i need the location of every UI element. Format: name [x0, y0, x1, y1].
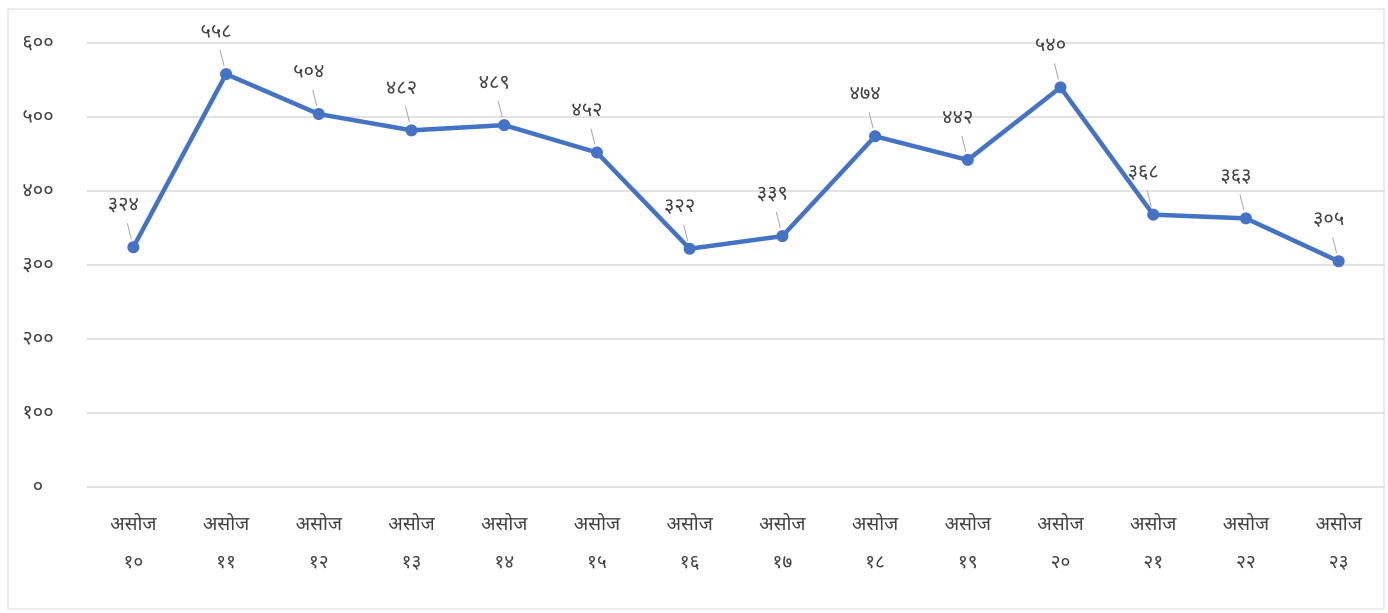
marker	[683, 242, 696, 255]
marker	[220, 68, 233, 81]
x-tick-label: असोज १६	[666, 513, 713, 573]
chart-border	[7, 8, 1385, 610]
leader-line	[219, 49, 225, 67]
leader-line	[497, 101, 503, 118]
x-tick-label: असोज १७	[759, 513, 806, 573]
marker	[1147, 208, 1160, 221]
marker	[1332, 255, 1345, 268]
data-label: ४४२	[942, 104, 973, 128]
x-tick-label: असोज २२	[1222, 513, 1270, 573]
marker	[590, 146, 603, 159]
leader-line	[683, 224, 689, 241]
y-tick-label: ०	[33, 474, 43, 498]
x-tick-label: असोज १५	[573, 513, 621, 573]
leader-line	[1054, 63, 1059, 80]
leader-line	[775, 212, 781, 229]
marker	[869, 130, 882, 143]
leader-line	[312, 89, 318, 107]
leader-line	[126, 223, 132, 240]
marker	[405, 124, 418, 137]
data-label: ५४०	[1035, 32, 1066, 56]
data-label: ५०४	[293, 59, 324, 83]
x-tick-label: असोज २३	[1315, 513, 1362, 573]
data-label: ३६३	[1220, 163, 1251, 187]
data-label: ४७४	[849, 81, 880, 105]
data-label: ३२४	[108, 192, 139, 216]
leader-line	[1332, 237, 1338, 254]
x-tick-label: असोज १२	[295, 513, 342, 573]
leader-line	[590, 128, 596, 145]
leader-line	[405, 106, 410, 123]
x-tick-label: असोज २१	[1130, 513, 1177, 573]
y-tick-label: २००	[22, 326, 53, 350]
data-label: ४५२	[571, 97, 602, 121]
marker	[776, 230, 789, 243]
y-tick-label: ६००	[22, 30, 53, 54]
data-label: ३२२	[664, 193, 695, 217]
marker	[498, 119, 511, 132]
data-label: ३०५	[1313, 206, 1344, 230]
data-label: ४८९	[479, 70, 510, 94]
marker	[127, 241, 140, 254]
x-tick-label: असोज १०	[110, 513, 157, 573]
x-tick-label: असोज १३	[388, 513, 435, 573]
marker	[961, 153, 974, 166]
x-tick-label: असोज १९	[944, 513, 991, 573]
leader-line	[961, 135, 967, 153]
x-tick-label: असोज २०	[1037, 513, 1084, 573]
y-tick-label: ४००	[22, 178, 53, 202]
marker	[1054, 81, 1067, 94]
y-tick-label: ३००	[22, 252, 53, 276]
leader-line	[1146, 190, 1152, 207]
leader-line	[868, 112, 874, 129]
y-tick-label: ५००	[22, 104, 53, 128]
x-tick-label: असोज ११	[202, 513, 250, 573]
y-tick-label: १००	[22, 400, 53, 424]
data-label: ५५८	[200, 19, 231, 43]
line	[131, 71, 1340, 264]
marker	[1239, 212, 1252, 225]
data-label: ४८२	[386, 75, 417, 99]
x-tick-label: असोज १४	[481, 513, 528, 573]
x-tick-label: असोज १८	[851, 513, 899, 573]
data-label: ३६८	[1128, 159, 1159, 183]
data-label: ३३९	[757, 181, 788, 205]
leader-line	[1239, 194, 1245, 211]
marker	[312, 108, 325, 121]
